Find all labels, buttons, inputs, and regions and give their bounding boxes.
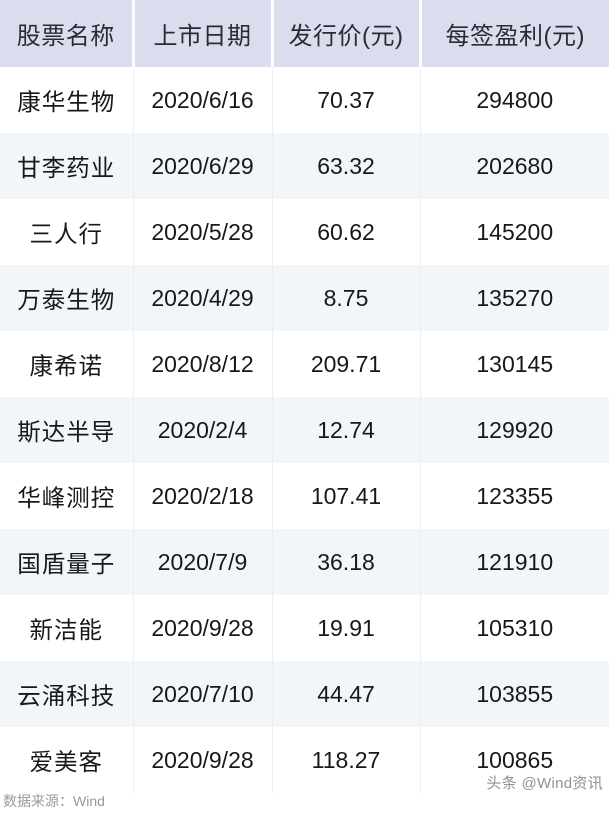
cell-date: 2020/7/10 (133, 661, 273, 727)
column-header-profit-per-lot: 每签盈利(元) (445, 23, 585, 50)
cell-date: 2020/7/9 (133, 529, 273, 595)
table-row: 万泰生物 2020/4/29 8.75 135270 (0, 265, 609, 331)
cell-date: 2020/8/12 (133, 331, 273, 397)
cell-name: 三人行 (0, 199, 134, 265)
column-header-stock-name: 股票名称 (0, 0, 135, 67)
cell-name: 康华生物 (0, 67, 134, 133)
cell-price: 36.18 (272, 529, 421, 595)
table-row: 斯达半导 2020/2/4 12.74 129920 (0, 397, 609, 463)
cell-price: 107.41 (272, 463, 421, 529)
cell-profit: 123355 (476, 482, 554, 509)
table-body: 康华生物 2020/6/16 70.37 294800 甘李药业 2020/6/29 63.… (0, 67, 609, 793)
cell-name: 云涌科技 (0, 661, 134, 727)
footer: 数据来源：Wind (0, 793, 609, 813)
cell-price: 60.62 (272, 199, 421, 265)
table-row: 新洁能 2020/9/28 19.91 105310 (0, 595, 609, 661)
cell-name: 万泰生物 (0, 265, 134, 331)
table-row: 康华生物 2020/6/16 70.37 294800 (0, 67, 609, 133)
cell-name: 康希诺 (0, 331, 134, 397)
cell-name: 斯达半导 (0, 397, 134, 463)
cell-profit: 202680 (476, 152, 554, 179)
table-row: 爱美客 2020/9/28 118.27 100865 (0, 727, 609, 793)
watermark-label: 头条 @Wind资讯 (486, 775, 603, 792)
cell-price: 70.37 (272, 67, 421, 133)
cell-date: 2020/6/16 (133, 67, 273, 133)
table-row: 国盾量子 2020/7/9 36.18 121910 (0, 529, 609, 595)
cell-date: 2020/9/28 (133, 727, 273, 793)
cell-profit: 294800 (476, 86, 554, 113)
cell-date: 2020/4/29 (133, 265, 273, 331)
cell-profit: 145200 (476, 218, 554, 245)
cell-price: 209.71 (272, 331, 421, 397)
table-row: 康希诺 2020/8/12 209.71 130145 (0, 331, 609, 397)
table-row: 三人行 2020/5/28 60.62 145200 (0, 199, 609, 265)
table-header: 股票名称 上市日期 发行价(元) 每签盈利(元) (0, 0, 609, 67)
cell-date: 2020/5/28 (133, 199, 273, 265)
cell-name: 华峰测控 (0, 463, 134, 529)
header-row: 股票名称 上市日期 发行价(元) 每签盈利(元) (0, 0, 609, 67)
cell-profit: 105310 (476, 614, 554, 641)
cell-profit: 129920 (476, 416, 554, 443)
cell-price: 63.32 (272, 133, 421, 199)
cell-date: 2020/2/4 (133, 397, 273, 463)
cell-profit: 121910 (476, 548, 554, 575)
column-header-issue-price: 发行价(元) (272, 0, 422, 67)
column-header-listing-date: 上市日期 (133, 0, 274, 67)
cell-price: 44.47 (272, 661, 421, 727)
cell-price: 19.91 (272, 595, 421, 661)
cell-date: 2020/6/29 (133, 133, 273, 199)
cell-price: 8.75 (272, 265, 421, 331)
cell-profit: 135270 (476, 284, 554, 311)
cell-name: 甘李药业 (0, 133, 134, 199)
cell-profit: 103855 (476, 680, 554, 707)
cell-price: 12.74 (272, 397, 421, 463)
table-row: 云涌科技 2020/7/10 44.47 103855 (0, 661, 609, 727)
cell-date: 2020/9/28 (133, 595, 273, 661)
table-row: 华峰测控 2020/2/18 107.41 123355 (0, 463, 609, 529)
ipo-profit-table: 股票名称 上市日期 发行价(元) 每签盈利(元) 康华生物 2020/6/16 70… (0, 0, 609, 793)
table-row: 甘李药业 2020/6/29 63.32 202680 (0, 133, 609, 199)
cell-name: 新洁能 (0, 595, 134, 661)
cell-name: 爱美客 (0, 727, 134, 793)
cell-date: 2020/2/18 (133, 463, 273, 529)
cell-price: 118.27 (272, 727, 421, 793)
cell-profit: 100865 (476, 746, 554, 773)
cell-name: 国盾量子 (0, 529, 134, 595)
cell-profit: 130145 (476, 350, 554, 377)
data-source-note: 数据来源：Wind (3, 793, 105, 809)
